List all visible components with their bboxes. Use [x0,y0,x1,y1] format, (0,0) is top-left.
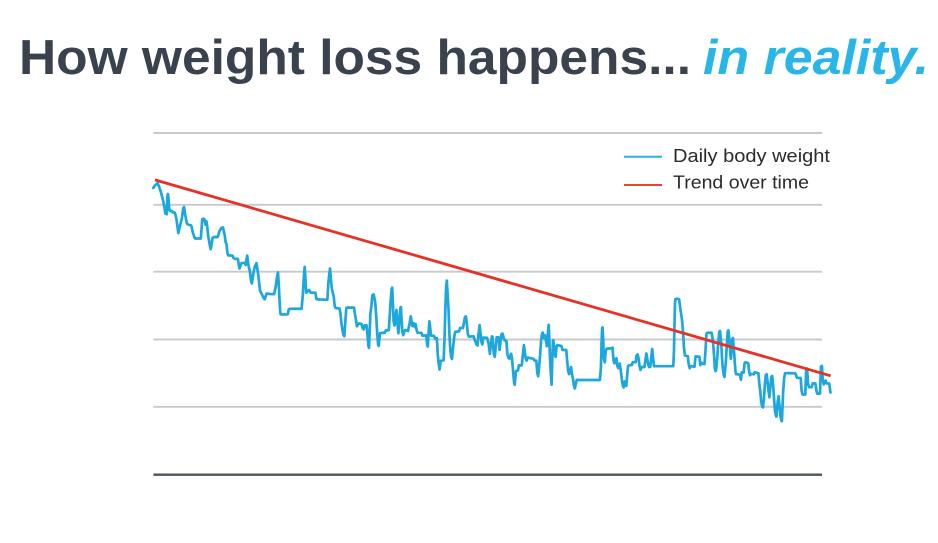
svg-text:in reality.: in reality. [703,31,929,85]
svg-text:Daily body weight: Daily body weight [673,145,830,166]
svg-text:How weight loss happens...: How weight loss happens... [19,31,691,85]
svg-text:Trend over time: Trend over time [673,172,809,193]
